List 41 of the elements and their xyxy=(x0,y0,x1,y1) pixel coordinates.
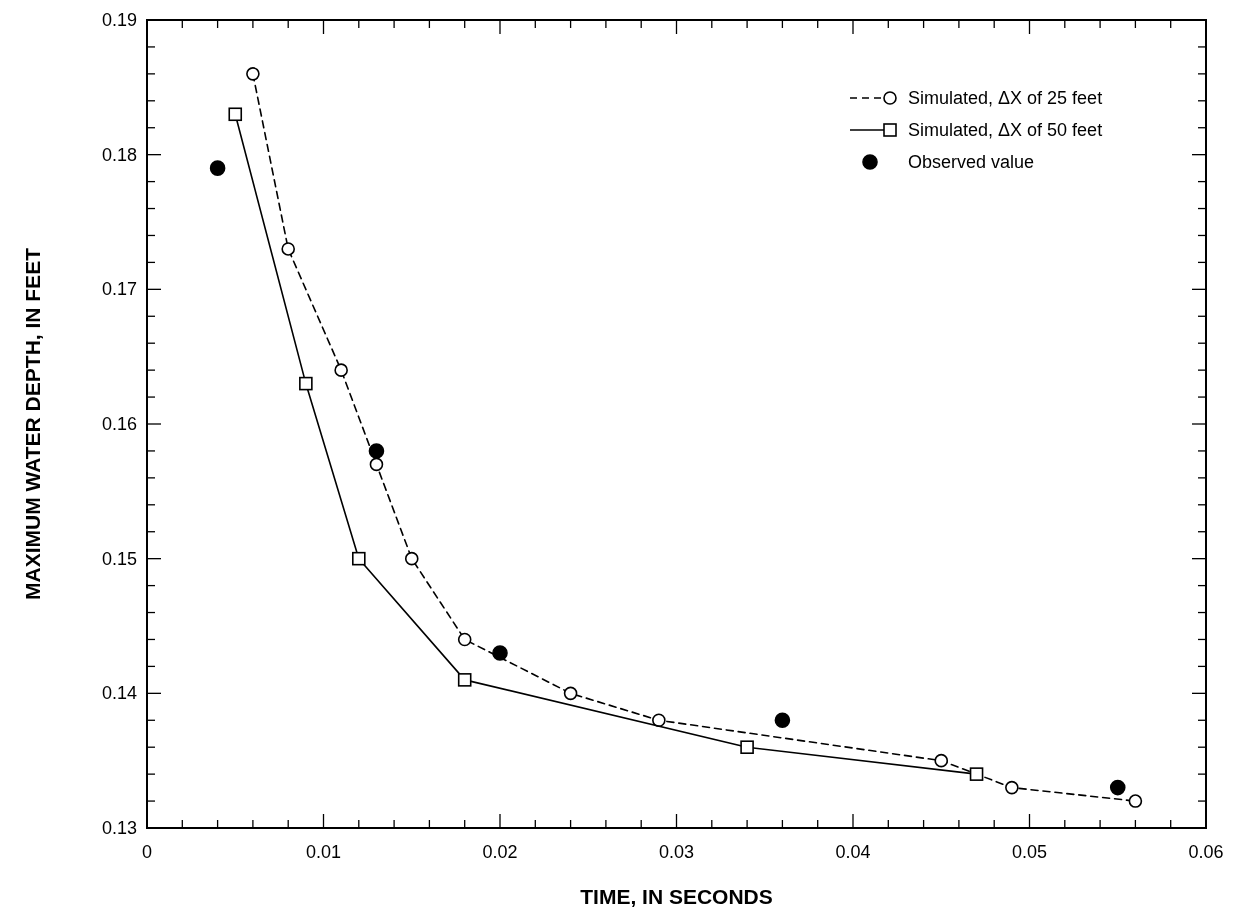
y-tick-label: 0.18 xyxy=(101,144,137,165)
point xyxy=(209,160,226,176)
point xyxy=(1128,794,1143,808)
legend-label: Simulated, ΔX of 50 feet xyxy=(908,120,1103,140)
y-tick-label: 0.17 xyxy=(101,279,137,300)
point xyxy=(352,551,366,566)
y-tick-label: 0.16 xyxy=(101,414,137,434)
point xyxy=(563,686,578,701)
point xyxy=(368,443,385,459)
point xyxy=(457,673,472,687)
point xyxy=(299,376,313,391)
x-tick-label: 0.05 xyxy=(1011,842,1048,862)
x-tick-label: 0.02 xyxy=(482,842,518,862)
y-tick-label: 0.13 xyxy=(101,818,137,838)
point xyxy=(492,645,508,661)
point xyxy=(457,632,472,647)
x-axis-title: TIME, IN SECONDS xyxy=(580,885,773,908)
point xyxy=(334,363,348,377)
point xyxy=(652,713,666,728)
y-tick-label: 0.15 xyxy=(101,548,137,569)
point xyxy=(369,457,384,472)
y-tick-label: 0.19 xyxy=(101,10,137,30)
x-tick-label: 0.06 xyxy=(1188,842,1224,862)
point xyxy=(281,242,295,256)
point xyxy=(1005,780,1019,795)
legend-label: Observed value xyxy=(908,152,1035,172)
point xyxy=(404,551,419,566)
y-axis-title: MAXIMUM WATER DEPTH, IN FEET xyxy=(21,247,44,600)
legend-label: Simulated, ΔX of 25 feet xyxy=(908,88,1103,108)
y-tick-label: 0.14 xyxy=(101,683,137,704)
x-tick-label: 0.01 xyxy=(305,842,342,862)
point xyxy=(934,753,949,768)
x-tick-label: 0 xyxy=(141,842,153,862)
point xyxy=(228,107,243,122)
x-tick-label: 0.03 xyxy=(658,842,695,862)
point xyxy=(1109,779,1126,796)
x-tick-label: 0.04 xyxy=(835,842,871,862)
point xyxy=(740,740,754,754)
point xyxy=(246,67,260,81)
point xyxy=(969,767,984,781)
point xyxy=(774,712,791,729)
